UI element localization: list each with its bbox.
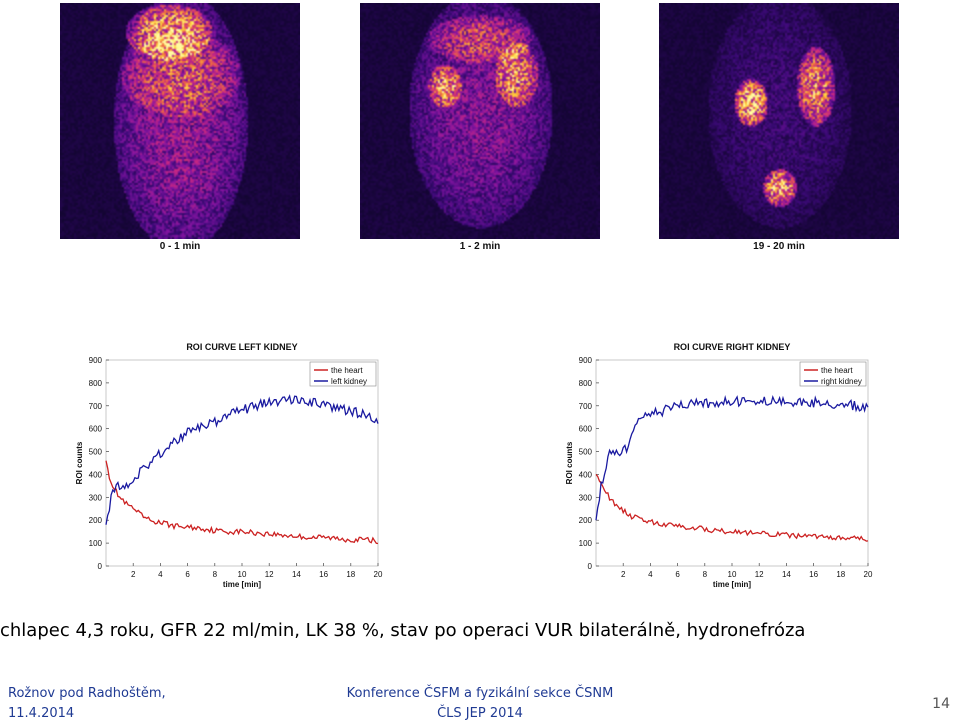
series-line-left-kidney — [105, 394, 379, 525]
y-tick-label: 800 — [89, 379, 103, 388]
y-tick-label: 0 — [588, 562, 593, 571]
scan-label-2: 1 - 2 min — [459, 241, 501, 252]
y-tick-label: 600 — [89, 425, 103, 434]
x-tick-label: 14 — [782, 570, 791, 579]
chart-title: ROI CURVE LEFT KIDNEY — [186, 342, 297, 352]
page-number: 14 — [932, 696, 950, 712]
x-tick-label: 4 — [158, 570, 163, 579]
footer-conference-line2: ČLS JEP 2014 — [437, 706, 523, 721]
x-tick-label: 12 — [265, 570, 274, 579]
x-tick-label: 16 — [809, 570, 818, 579]
y-tick-label: 700 — [89, 402, 103, 411]
legend-label: the heart — [331, 366, 363, 375]
x-tick-label: 2 — [621, 570, 626, 579]
x-tick-label: 6 — [675, 570, 680, 579]
series-line-the-heart — [595, 473, 869, 542]
x-tick-label: 14 — [292, 570, 301, 579]
x-tick-label: 6 — [185, 570, 190, 579]
y-tick-label: 200 — [89, 516, 103, 525]
y-tick-label: 900 — [89, 356, 103, 365]
y-tick-label: 300 — [579, 493, 593, 502]
x-axis-label: time [min] — [713, 580, 752, 589]
series-line-the-heart — [105, 460, 379, 545]
y-tick-label: 100 — [579, 539, 593, 548]
roi-chart-right-kidney: ROI CURVE RIGHT KIDNEY 0 100 200 300 400 500 60… — [560, 336, 880, 589]
x-tick-label: 2 — [131, 570, 136, 579]
x-tick-label: 18 — [836, 570, 845, 579]
y-tick-label: 900 — [579, 356, 593, 365]
x-tick-label: 10 — [728, 570, 737, 579]
footer-location-line2: 11.4.2014 — [8, 706, 75, 721]
x-axis-label: time [min] — [223, 580, 262, 589]
plot-area — [595, 359, 869, 567]
y-tick-label: 200 — [579, 516, 593, 525]
x-tick-label: 18 — [346, 570, 355, 579]
scan-image-3 — [659, 3, 899, 239]
x-tick-label: 4 — [648, 570, 653, 579]
scan-image-2 — [360, 3, 600, 239]
x-tick-label: 10 — [238, 570, 247, 579]
patient-caption: chlapec 4,3 roku, GFR 22 ml/min, LK 38 %… — [0, 620, 806, 641]
x-tick-label: 20 — [374, 570, 383, 579]
legend-label: left kidney — [331, 377, 367, 386]
legend — [799, 361, 867, 387]
y-axis-label: ROI counts — [565, 441, 574, 484]
y-tick-label: 500 — [579, 448, 593, 457]
footer-location: Rožnov pod Radhoštěm, 11.4.2014 — [8, 684, 166, 724]
scan-label-1: 0 - 1 min — [159, 241, 201, 252]
scan-label-3: 19 - 20 min — [753, 241, 805, 252]
x-tick-label: 12 — [755, 570, 764, 579]
plot-area — [105, 359, 379, 567]
chart-title: ROI CURVE RIGHT KIDNEY — [674, 342, 791, 352]
y-tick-label: 0 — [98, 562, 103, 571]
y-tick-label: 100 — [89, 539, 103, 548]
y-tick-label: 400 — [579, 470, 593, 479]
roi-chart-left-kidney: ROI CURVE LEFT KIDNEY 0 100 200 300 400 500 600… — [70, 336, 390, 589]
x-tick-label: 16 — [319, 570, 328, 579]
legend-label: right kidney — [821, 377, 862, 386]
footer-conference-line1: Konference ČSFM a fyzikální sekce ČSNM — [346, 686, 614, 701]
y-tick-label: 500 — [89, 448, 103, 457]
x-tick-label: 20 — [864, 570, 873, 579]
y-tick-label: 700 — [579, 402, 593, 411]
x-tick-label: 8 — [213, 570, 218, 579]
footer-location-line1: Rožnov pod Radhoštěm, — [8, 686, 166, 701]
footer-conference: Konference ČSFM a fyzikální sekce ČSNM Č… — [330, 684, 630, 724]
legend — [309, 361, 377, 387]
legend-label: the heart — [821, 366, 853, 375]
y-tick-label: 300 — [89, 493, 103, 502]
x-tick-label: 8 — [703, 570, 708, 579]
y-tick-label: 600 — [579, 425, 593, 434]
y-tick-label: 400 — [89, 470, 103, 479]
scan-image-1 — [60, 3, 300, 239]
y-tick-label: 800 — [579, 379, 593, 388]
series-line-right-kidney — [595, 394, 869, 521]
y-axis-label: ROI counts — [75, 441, 84, 484]
